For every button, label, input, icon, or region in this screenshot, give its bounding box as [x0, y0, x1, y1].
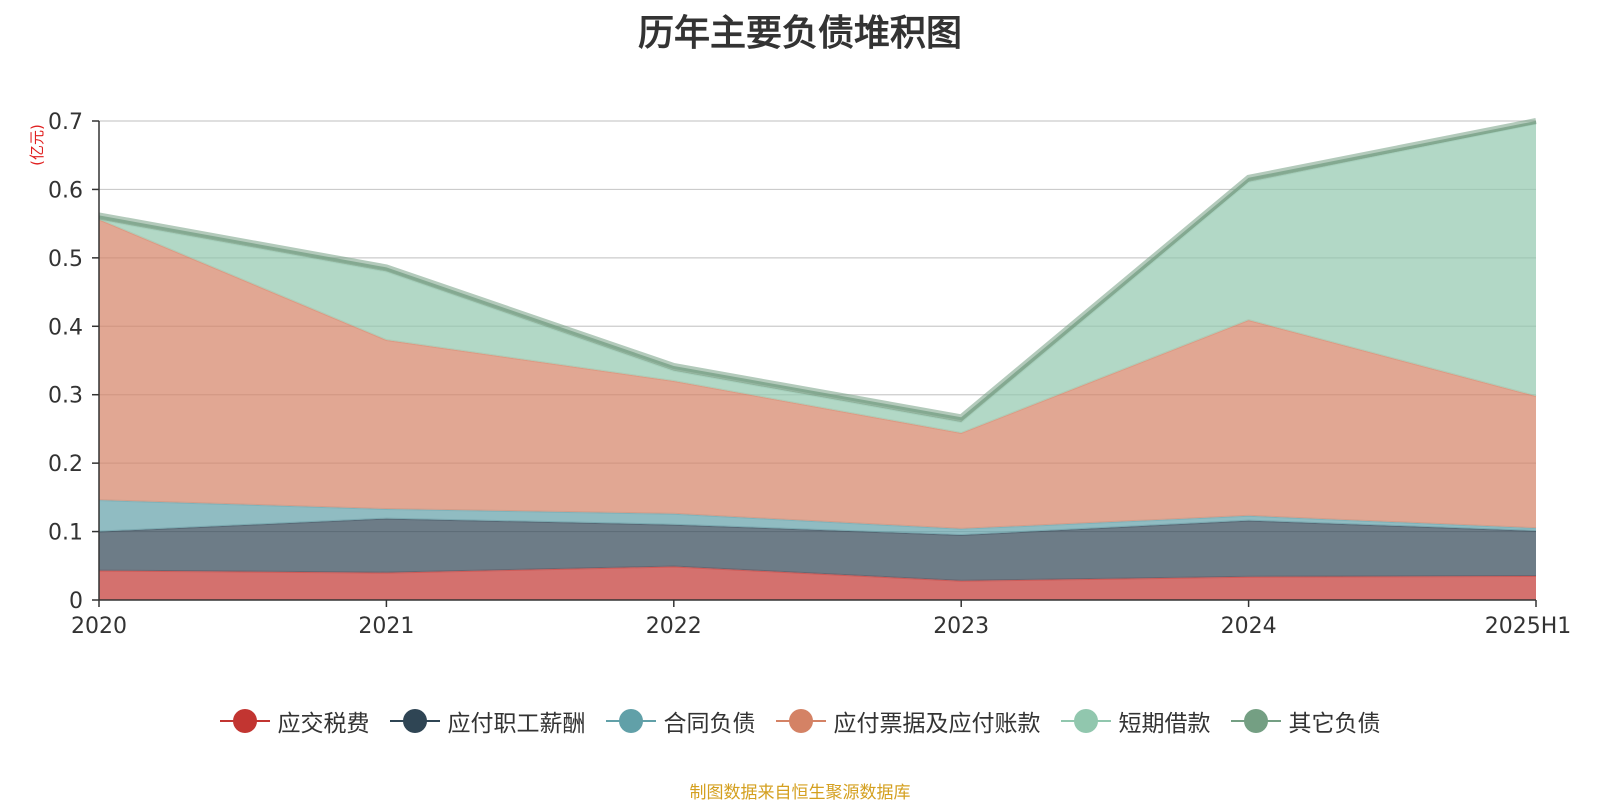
legend-marker: [775, 708, 826, 734]
legend-label: 其它负债: [1288, 711, 1381, 737]
legend-label: 合同负债: [663, 711, 756, 737]
legend-item[interactable]: 其它负债: [1230, 704, 1381, 738]
area-1: [99, 566, 1536, 600]
area-series: [98, 118, 1537, 600]
legend-marker-dot: [788, 709, 813, 733]
y-tick-label: 0.1: [48, 521, 83, 546]
x-tick-label: 2025H1: [1485, 614, 1572, 639]
legend-marker-dot: [1243, 709, 1268, 733]
legend-item[interactable]: 应付票据及应付账款: [775, 704, 1041, 738]
y-axis-unit-label: (亿元): [28, 124, 46, 166]
x-tick-label: 2021: [358, 614, 414, 639]
y-tick-label: 0.5: [48, 247, 83, 272]
chart-title: 历年主要负债堆积图: [637, 13, 962, 54]
legend-marker-dot: [618, 709, 643, 733]
legend-marker-dot: [232, 709, 257, 733]
legend-label: 短期借款: [1118, 711, 1211, 737]
x-tick-label: 2022: [646, 614, 702, 639]
legend-label: 应交税费: [277, 711, 370, 737]
stacked-area-chart: 0 0.1 0.2 0.3 0.4 0.5 0.6 0.7 2020 2021 2022 2023 20…: [28, 110, 1571, 639]
legend-item[interactable]: 应交税费: [219, 704, 370, 738]
legend: 应交税费 应付职工薪酬 合同负债 应付票据及应付账款 短期借款 其它负债: [0, 704, 1600, 738]
x-tick-label: 2023: [933, 614, 989, 639]
series-line-5: [98, 122, 1537, 424]
axes: 0 0.1 0.2 0.3 0.4 0.5 0.6 0.7 2020 2021 2022 2023 20…: [48, 110, 1571, 639]
area-5: [99, 123, 1536, 433]
area-4: [99, 219, 1536, 529]
legend-marker-dot: [1073, 709, 1098, 733]
y-tick-label: 0: [69, 589, 83, 614]
legend-item[interactable]: 合同负债: [605, 704, 756, 738]
area-2: [99, 518, 1536, 581]
x-tick-label: 2024: [1221, 614, 1277, 639]
x-tick-label: 2020: [71, 614, 127, 639]
legend-marker: [1060, 708, 1111, 734]
legend-marker: [219, 708, 270, 734]
y-tick-label: 0.4: [48, 315, 83, 340]
legend-marker: [389, 708, 440, 734]
legend-item[interactable]: 应付职工薪酬: [389, 704, 586, 738]
legend-label: 应付职工薪酬: [447, 711, 586, 737]
y-tick-label: 0.3: [48, 384, 83, 409]
y-tick-label: 0.6: [48, 178, 83, 203]
area-3: [99, 500, 1536, 535]
series-line-6: [98, 118, 1537, 421]
legend-marker: [605, 708, 656, 734]
legend-marker-dot: [402, 709, 427, 733]
legend-marker: [1230, 708, 1281, 734]
source-note: 制图数据来自恒生聚源数据库: [689, 783, 911, 803]
y-tick-label: 0.2: [48, 452, 83, 477]
y-tick-label: 0.7: [48, 110, 83, 135]
legend-item[interactable]: 短期借款: [1060, 704, 1211, 738]
legend-label: 应付票据及应付账款: [833, 711, 1041, 737]
